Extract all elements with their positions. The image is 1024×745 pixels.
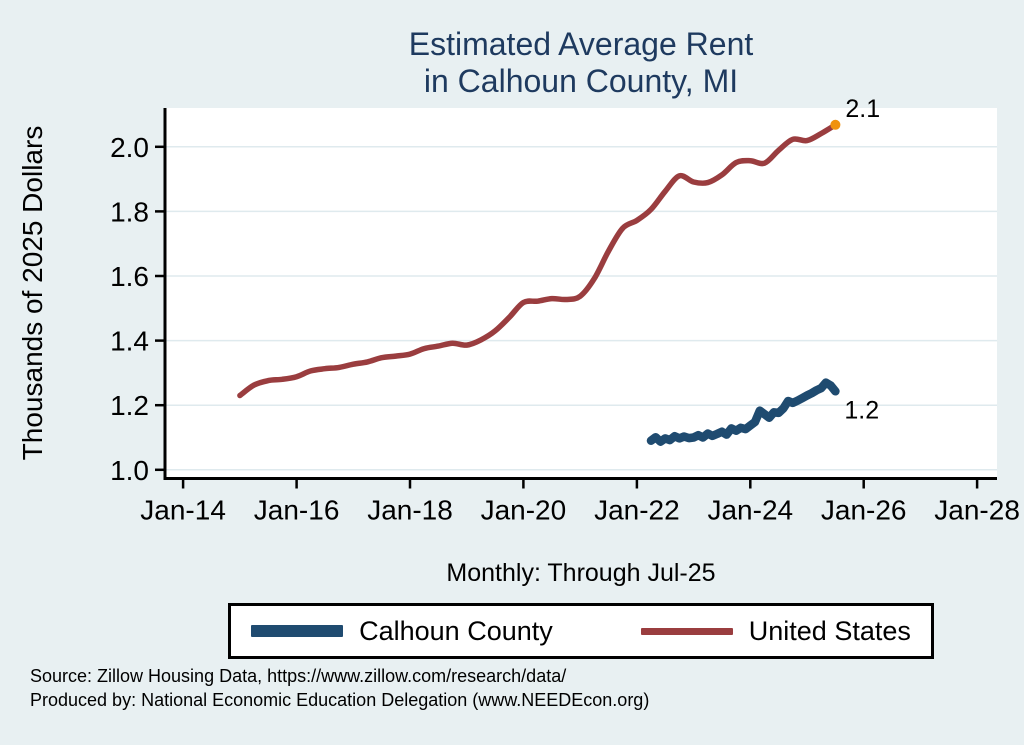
legend: Calhoun County United States <box>228 603 934 659</box>
x-tick-label: Jan-14 <box>140 495 226 526</box>
y-tick-label: 1.6 <box>110 261 149 292</box>
calhoun-county-line-swatch <box>251 625 344 637</box>
chart-title: Estimated Average Rent in Calhoun County… <box>165 26 997 100</box>
x-tick-label: Jan-28 <box>934 495 1020 526</box>
source-note: Source: Zillow Housing Data, https://www… <box>30 665 649 712</box>
y-tick-label: 1.2 <box>110 390 149 421</box>
produced-by-line: Produced by: National Economic Education… <box>30 689 650 710</box>
source-line: Source: Zillow Housing Data, https://www… <box>30 666 567 686</box>
united-states-end-value-label: 2.1 <box>845 95 880 123</box>
chart-title-line1: Estimated Average Rent <box>408 26 754 62</box>
legend-label-united-states: United States <box>748 615 911 646</box>
x-tick-label: Jan-20 <box>481 495 567 526</box>
calhoun-county-end-value-label: 1.2 <box>844 396 879 424</box>
x-tick-label: Jan-18 <box>367 495 453 526</box>
united-states-end-marker <box>830 119 841 130</box>
x-tick-label: Jan-26 <box>821 495 907 526</box>
chart-title-line2: in Calhoun County, MI <box>423 63 739 99</box>
legend-item-united-states: United States <box>640 615 911 647</box>
x-tick-label: Jan-16 <box>254 495 340 526</box>
plot-area: 1.0 1.2 1.4 1.6 1.8 2.0 Jan-14 Jan-16 Jan-18 Jan-… <box>17 95 1020 526</box>
y-axis-title: Thousands of 2025 Dollars <box>17 126 48 461</box>
y-tick-label: 2.0 <box>110 132 149 163</box>
legend-item-calhoun-county: Calhoun County <box>251 616 553 647</box>
legend-label-calhoun-county: Calhoun County <box>359 615 553 646</box>
y-tick-label: 1.8 <box>110 196 149 227</box>
x-tick-label: Jan-22 <box>594 495 680 526</box>
x-axis-subtitle: Monthly: Through Jul-25 <box>446 559 716 587</box>
united-states-series-line <box>237 122 839 399</box>
y-tick-label: 1.0 <box>110 455 149 486</box>
x-tick-label: Jan-24 <box>707 495 793 526</box>
calhoun-county-series-line <box>646 378 840 446</box>
united-states-line-swatch <box>640 627 733 635</box>
y-tick-label: 1.4 <box>110 326 149 357</box>
